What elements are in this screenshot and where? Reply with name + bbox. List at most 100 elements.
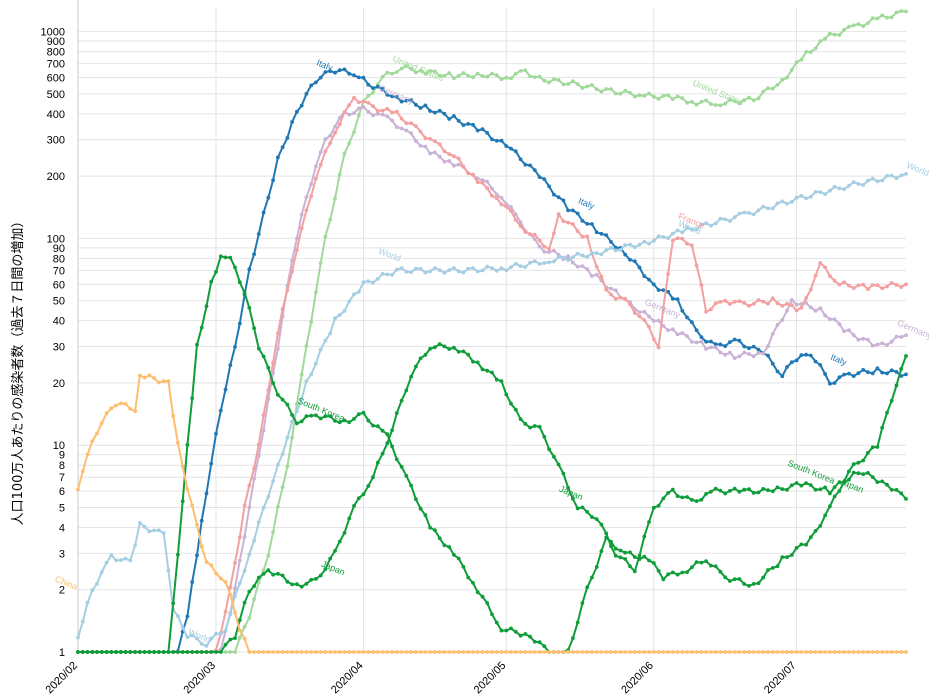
data-point	[166, 650, 171, 654]
data-point	[290, 120, 294, 124]
data-point	[214, 431, 218, 436]
data-point	[632, 555, 637, 559]
data-point	[494, 192, 499, 197]
data-point	[547, 260, 551, 265]
data-point	[209, 563, 214, 568]
data-point	[347, 516, 352, 521]
data-point	[133, 543, 138, 548]
data-point	[623, 296, 628, 301]
data-point	[147, 650, 152, 654]
data-point	[737, 338, 742, 343]
data-point	[218, 650, 223, 654]
data-point	[547, 447, 551, 452]
data-point	[494, 138, 499, 143]
data-point	[447, 545, 452, 549]
data-point	[471, 650, 475, 654]
data-point	[285, 402, 290, 407]
data-point	[404, 650, 409, 654]
data-point	[337, 650, 342, 654]
data-point	[894, 283, 899, 287]
data-point	[794, 481, 799, 485]
data-point	[461, 123, 466, 127]
data-point	[314, 176, 318, 181]
data-point	[309, 650, 314, 654]
data-point	[380, 428, 385, 433]
data-point	[242, 535, 247, 539]
data-point	[775, 201, 780, 206]
data-point	[542, 261, 547, 265]
gridlines	[77, 8, 906, 653]
data-point	[214, 631, 218, 636]
data-point	[704, 339, 708, 344]
data-point	[480, 74, 485, 79]
data-point	[485, 131, 490, 135]
data-point	[866, 370, 870, 375]
data-point	[823, 192, 827, 197]
data-point	[418, 68, 423, 73]
data-point	[537, 262, 542, 266]
data-point	[666, 572, 670, 577]
data-point	[894, 650, 899, 654]
data-point	[609, 544, 613, 549]
data-point	[509, 146, 513, 151]
data-point	[409, 131, 413, 136]
data-point	[694, 560, 699, 564]
data-point	[770, 566, 775, 570]
data-point	[813, 190, 818, 194]
data-point	[623, 243, 628, 248]
data-point	[728, 489, 732, 493]
data-point	[233, 345, 237, 349]
data-point	[818, 650, 823, 654]
data-point	[261, 568, 266, 573]
series-layer	[76, 9, 908, 654]
data-point	[828, 188, 832, 193]
data-point	[742, 301, 747, 305]
data-point	[575, 264, 580, 269]
data-point	[423, 136, 428, 141]
data-point	[770, 650, 775, 654]
data-point	[847, 328, 851, 333]
data-point	[751, 491, 756, 495]
data-point	[661, 496, 666, 501]
data-point	[632, 245, 637, 250]
data-point	[580, 219, 585, 223]
data-point	[618, 247, 623, 252]
data-point	[280, 145, 285, 150]
data-point	[747, 346, 751, 351]
data-point	[851, 333, 856, 338]
data-point	[804, 296, 808, 300]
data-point	[118, 558, 123, 562]
data-point	[352, 650, 356, 654]
data-point	[138, 650, 142, 654]
data-point	[889, 339, 894, 344]
data-point	[885, 482, 889, 487]
data-point	[680, 230, 685, 235]
data-point	[552, 454, 556, 459]
data-point	[789, 68, 794, 72]
data-point	[832, 184, 837, 189]
data-point	[314, 413, 318, 418]
data-point	[218, 254, 223, 259]
data-point	[870, 283, 875, 287]
data-point	[723, 101, 728, 106]
data-point	[280, 485, 285, 490]
data-point	[304, 92, 309, 96]
data-point	[651, 238, 656, 243]
data-point	[209, 461, 214, 466]
data-point	[628, 550, 632, 555]
data-point	[766, 353, 770, 358]
data-point	[271, 479, 275, 483]
data-point	[547, 650, 551, 654]
data-point	[361, 99, 366, 104]
data-point	[737, 577, 742, 581]
data-point	[889, 398, 894, 403]
data-point	[390, 110, 394, 115]
data-point	[352, 111, 356, 115]
data-point	[347, 420, 352, 425]
data-point	[794, 308, 799, 313]
data-point	[699, 222, 704, 227]
data-point	[80, 650, 85, 654]
data-point	[242, 503, 247, 508]
data-point	[756, 581, 761, 586]
